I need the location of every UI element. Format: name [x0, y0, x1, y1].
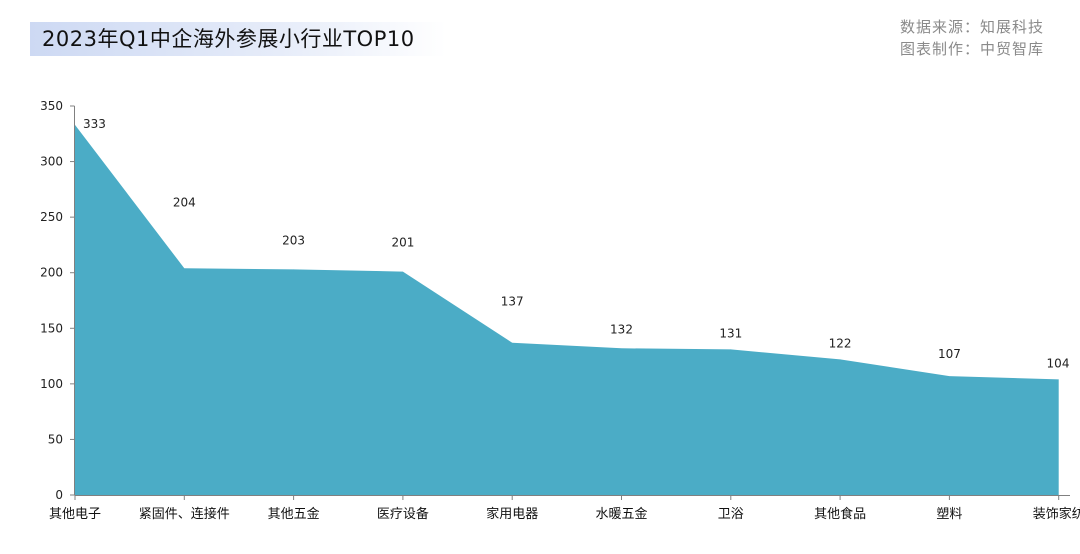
data-label: 131	[719, 326, 742, 340]
data-label: 333	[83, 117, 106, 131]
chart-title: 2023年Q1中企海外参展小行业TOP10	[42, 27, 415, 51]
data-label: 137	[501, 295, 524, 309]
y-tick-label: 350	[40, 99, 63, 113]
data-label: 132	[610, 322, 633, 336]
data-source-text: 数据来源：知展科技	[899, 18, 1044, 36]
data-label: 201	[391, 236, 414, 250]
y-tick-label: 300	[40, 155, 63, 169]
x-category-label: 医疗设备	[377, 506, 429, 522]
x-category-label: 塑料	[936, 507, 962, 522]
data-label: 203	[282, 233, 305, 247]
x-category-label: 装饰家纺	[1033, 506, 1080, 522]
data-label: 122	[829, 336, 852, 350]
chart-maker-text: 图表制作：中贸智库	[899, 40, 1044, 58]
area-series	[75, 124, 1059, 495]
title-banner	[30, 22, 446, 56]
source-note: 数据来源：知展科技 图表制作：中贸智库	[900, 16, 1044, 60]
y-tick-label: 250	[40, 210, 63, 224]
x-category-label: 其他食品	[814, 506, 866, 522]
y-tick-label: 0	[55, 488, 63, 502]
data-label: 204	[173, 195, 196, 209]
y-tick-label: 200	[40, 266, 63, 280]
data-label: 107	[938, 347, 961, 361]
x-category-label: 其他五金	[268, 506, 320, 522]
x-category-label: 其他电子	[49, 507, 101, 522]
x-category-label: 水暖五金	[595, 506, 647, 522]
y-tick-label: 150	[40, 321, 63, 335]
y-tick-label: 50	[48, 432, 63, 446]
x-category-label: 紧固件、连接件	[139, 506, 230, 522]
y-tick-label: 100	[40, 377, 63, 391]
data-label: 104	[1047, 356, 1070, 370]
x-category-label: 家用电器	[486, 506, 538, 522]
x-category-label: 卫浴	[718, 507, 744, 522]
